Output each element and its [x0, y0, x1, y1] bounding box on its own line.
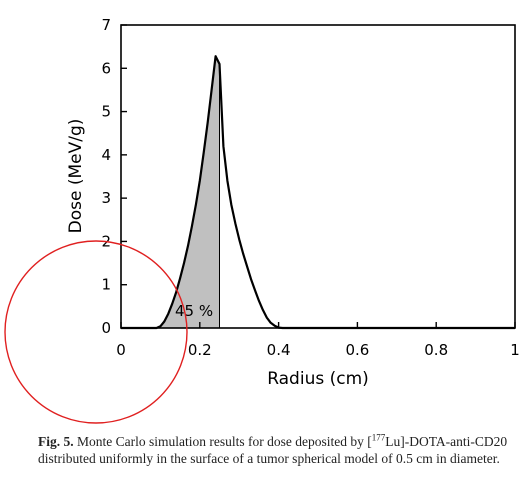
x-tick-label: 0.2 — [188, 341, 212, 359]
y-tick-label: 3 — [101, 189, 111, 207]
y-axis-title: Dose (MeV/g) — [66, 119, 86, 234]
percent-annotation: 45 % — [175, 302, 213, 320]
y-tick-label: 5 — [101, 103, 111, 121]
x-tick-label: 0.6 — [345, 341, 369, 359]
y-tick-label: 0 — [101, 319, 111, 337]
caption-label: Fig. 5. — [38, 434, 74, 449]
caption-superscript: 177 — [371, 432, 386, 443]
caption-text-after: Lu]-DOTA-anti-CD20 distributed uniformly… — [38, 434, 508, 466]
dose-curve — [121, 55, 515, 330]
figure-caption: Fig. 5. Monte Carlo simulation results f… — [38, 433, 528, 467]
x-axis-ticks: 0 0.2 0.4 0.6 0.8 1 — [116, 322, 520, 359]
y-tick-label: 7 — [101, 16, 111, 34]
y-tick-label: 4 — [101, 146, 111, 164]
caption-text-before: Monte Carlo simulation results for dose … — [73, 434, 372, 449]
x-tick-label: 0.4 — [267, 341, 291, 359]
red-circle-overlay — [4, 240, 188, 424]
y-tick-label: 6 — [101, 59, 111, 77]
x-tick-label: 0.8 — [424, 341, 448, 359]
x-axis-title: Radius (cm) — [267, 369, 369, 389]
y-tick-label: 1 — [101, 276, 111, 294]
shaded-region-45-percent — [121, 56, 220, 328]
x-tick-label: 0 — [116, 341, 126, 359]
x-tick-label: 1 — [510, 341, 520, 359]
plot-frame — [120, 24, 516, 329]
